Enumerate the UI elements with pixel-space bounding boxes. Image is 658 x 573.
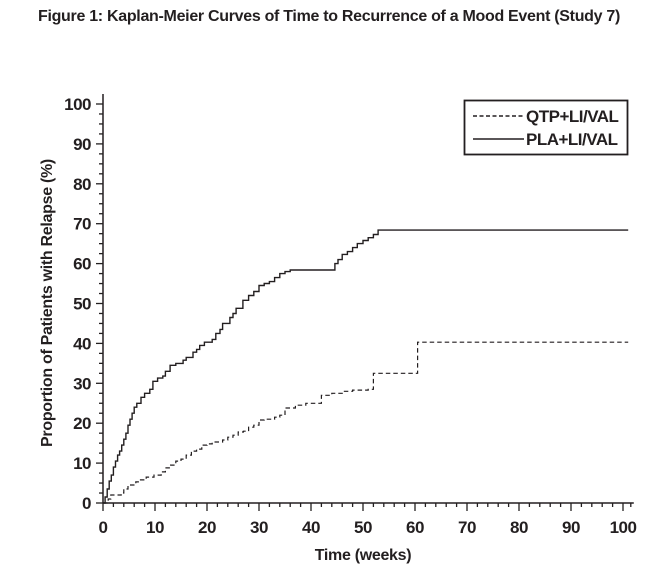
y-tick-label: 40 xyxy=(73,334,91,353)
x-tick-label: 40 xyxy=(302,518,320,537)
y-axis-title: Proportion of Patients with Relapse (%) xyxy=(39,159,56,447)
x-tick-label: 70 xyxy=(458,518,476,537)
x-tick-label: 90 xyxy=(562,518,580,537)
x-tick-labels: 0 10 20 30 40 50 60 70 80 90 100 xyxy=(99,518,637,537)
x-tick-label: 50 xyxy=(354,518,372,537)
x-tick-label: 60 xyxy=(406,518,424,537)
legend-box xyxy=(463,99,629,156)
x-axis-title: Time (weeks) xyxy=(315,547,412,564)
axes xyxy=(102,94,634,504)
y-tick-label: 70 xyxy=(73,215,91,234)
y-tick-label: 100 xyxy=(64,95,91,114)
y-tick-label: 90 xyxy=(73,135,91,154)
x-tick-label: 80 xyxy=(510,518,528,537)
y-tick-labels: 0 10 20 30 40 50 60 70 80 90 100 xyxy=(64,95,91,513)
y-tick-label: 50 xyxy=(73,295,91,314)
x-tick-label: 0 xyxy=(99,518,108,537)
y-tick-label: 20 xyxy=(73,414,91,433)
y-tick-label: 10 xyxy=(73,454,91,473)
series-pla-li-val xyxy=(103,229,629,504)
x-tick-label: 10 xyxy=(146,518,164,537)
legend: QTP+LI/VAL PLA+LI/VAL xyxy=(463,99,629,156)
y-tick-label: 60 xyxy=(73,255,91,274)
legend-label: QTP+LI/VAL xyxy=(526,107,619,126)
y-ticks xyxy=(96,103,103,504)
y-tick-label: 80 xyxy=(73,175,91,194)
series-qtp-li-val xyxy=(103,341,629,504)
x-tick-label: 30 xyxy=(250,518,268,537)
legend-label: PLA+LI/VAL xyxy=(526,130,618,149)
figure-title: Figure 1: Kaplan-Meier Curves of Time to… xyxy=(37,8,621,25)
x-tick-label: 100 xyxy=(610,518,637,537)
y-tick-label: 0 xyxy=(82,494,91,513)
x-tick-label: 20 xyxy=(198,518,216,537)
x-ticks xyxy=(102,503,632,511)
y-tick-label: 30 xyxy=(73,374,91,393)
